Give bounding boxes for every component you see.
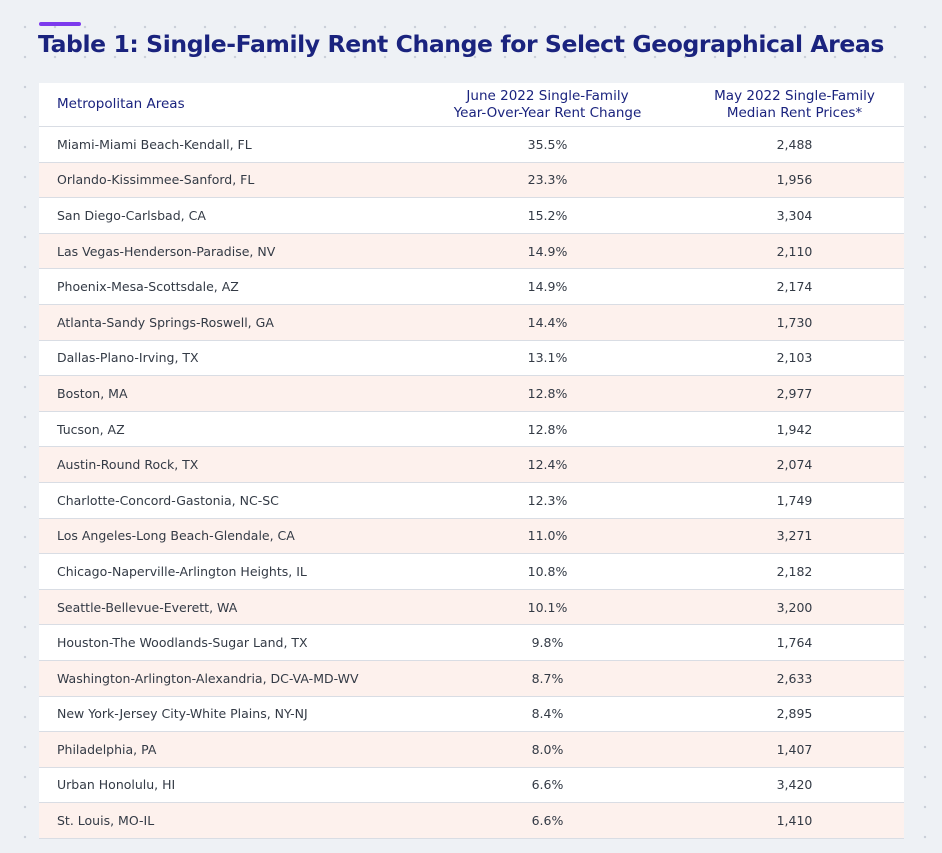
yoy-rent-change-cell: 8.7% bbox=[410, 660, 685, 697]
table-header: Metropolitan Areas June 2022 Single-Fami… bbox=[39, 83, 904, 127]
yoy-rent-change-cell: 8.4% bbox=[410, 696, 685, 733]
metro-area-cell: St. Louis, MO-IL bbox=[39, 802, 410, 839]
median-rent-cell: 2,074 bbox=[685, 446, 904, 483]
median-rent-cell: 1,764 bbox=[685, 624, 904, 661]
yoy-rent-change-cell: 23.3% bbox=[410, 162, 685, 199]
yoy-rent-change-cell: 14.4% bbox=[410, 304, 685, 341]
metro-area-cell: Los Angeles-Long Beach-Glendale, CA bbox=[39, 518, 410, 555]
median-rent-cell: 2,633 bbox=[685, 660, 904, 697]
table-row: Chicago-Naperville-Arlington Heights, IL… bbox=[39, 553, 904, 590]
metro-area-cell: Orlando-Kissimmee-Sanford, FL bbox=[39, 162, 410, 199]
yoy-rent-change-cell: 14.9% bbox=[410, 268, 685, 305]
table-row: Las Vegas-Henderson-Paradise, NV 14.9% 2,1… bbox=[39, 233, 904, 270]
table-row: Atlanta-Sandy Springs-Roswell, GA 14.4% 1,… bbox=[39, 304, 904, 341]
table-row: Houston-The Woodlands-Sugar Land, TX 9.8%… bbox=[39, 624, 904, 661]
rent-change-table: Metropolitan Areas June 2022 Single-Fami… bbox=[39, 83, 904, 839]
table-row: San Diego-Carlsbad, CA 15.2% 3,304 bbox=[39, 197, 904, 234]
yoy-rent-change-cell: 14.9% bbox=[410, 233, 685, 270]
table-body: Miami-Miami Beach-Kendall, FL 35.5% 2,488 O… bbox=[39, 126, 904, 839]
table-row: Austin-Round Rock, TX 12.4% 2,074 bbox=[39, 446, 904, 483]
table-row: Miami-Miami Beach-Kendall, FL 35.5% 2,488 bbox=[39, 126, 904, 163]
yoy-rent-change-cell: 12.8% bbox=[410, 375, 685, 412]
metro-area-cell: Austin-Round Rock, TX bbox=[39, 446, 410, 483]
median-rent-cell: 1,407 bbox=[685, 731, 904, 768]
table-row: Los Angeles-Long Beach-Glendale, CA 11.0%… bbox=[39, 518, 904, 555]
median-rent-cell: 2,110 bbox=[685, 233, 904, 270]
metro-area-cell: San Diego-Carlsbad, CA bbox=[39, 197, 410, 234]
metro-area-cell: Phoenix-Mesa-Scottsdale, AZ bbox=[39, 268, 410, 305]
median-rent-cell: 3,420 bbox=[685, 767, 904, 804]
yoy-rent-change-cell: 12.4% bbox=[410, 446, 685, 483]
page-title: Table 1: Single-Family Rent Change for S… bbox=[38, 30, 884, 58]
header-june-yoy-change: June 2022 Single-Family Year-Over-Year R… bbox=[410, 83, 685, 127]
table-row: Dallas-Plano-Irving, TX 13.1% 2,103 bbox=[39, 340, 904, 377]
yoy-rent-change-cell: 11.0% bbox=[410, 518, 685, 555]
metro-area-cell: Charlotte-Concord-Gastonia, NC-SC bbox=[39, 482, 410, 519]
header-may-median-rent: May 2022 Single-Family Median Rent Price… bbox=[685, 83, 904, 127]
median-rent-cell: 1,410 bbox=[685, 802, 904, 839]
median-rent-cell: 2,488 bbox=[685, 126, 904, 163]
metro-area-cell: Chicago-Naperville-Arlington Heights, IL bbox=[39, 553, 410, 590]
median-rent-cell: 1,942 bbox=[685, 411, 904, 448]
yoy-rent-change-cell: 13.1% bbox=[410, 340, 685, 377]
median-rent-cell: 1,749 bbox=[685, 482, 904, 519]
rent-table-card: Metropolitan Areas June 2022 Single-Fami… bbox=[39, 83, 904, 839]
metro-area-cell: Houston-The Woodlands-Sugar Land, TX bbox=[39, 624, 410, 661]
median-rent-cell: 2,895 bbox=[685, 696, 904, 733]
yoy-rent-change-cell: 6.6% bbox=[410, 767, 685, 804]
table-row: Charlotte-Concord-Gastonia, NC-SC 12.3% 1,… bbox=[39, 482, 904, 519]
median-rent-cell: 2,174 bbox=[685, 268, 904, 305]
yoy-rent-change-cell: 9.8% bbox=[410, 624, 685, 661]
table-row: Tucson, AZ 12.8% 1,942 bbox=[39, 411, 904, 448]
yoy-rent-change-cell: 8.0% bbox=[410, 731, 685, 768]
yoy-rent-change-cell: 10.8% bbox=[410, 553, 685, 590]
table-row: New York-Jersey City-White Plains, NY-NJ… bbox=[39, 696, 904, 733]
yoy-rent-change-cell: 35.5% bbox=[410, 126, 685, 163]
median-rent-cell: 3,304 bbox=[685, 197, 904, 234]
median-rent-cell: 2,103 bbox=[685, 340, 904, 377]
metro-area-cell: Washington-Arlington-Alexandria, DC-VA-M… bbox=[39, 660, 410, 697]
header-row: Metropolitan Areas June 2022 Single-Fami… bbox=[39, 83, 904, 127]
header-may-median-rent-line1: May 2022 Single-Family bbox=[714, 87, 875, 104]
table-row: Seattle-Bellevue-Everett, WA 10.1% 3,200 bbox=[39, 589, 904, 626]
yoy-rent-change-cell: 6.6% bbox=[410, 802, 685, 839]
title-accent-bar bbox=[39, 22, 81, 26]
metro-area-cell: Urban Honolulu, HI bbox=[39, 767, 410, 804]
table-row: Boston, MA 12.8% 2,977 bbox=[39, 375, 904, 412]
metro-area-cell: Las Vegas-Henderson-Paradise, NV bbox=[39, 233, 410, 270]
yoy-rent-change-cell: 10.1% bbox=[410, 589, 685, 626]
median-rent-cell: 1,956 bbox=[685, 162, 904, 199]
median-rent-cell: 3,200 bbox=[685, 589, 904, 626]
metro-area-cell: Seattle-Bellevue-Everett, WA bbox=[39, 589, 410, 626]
median-rent-cell: 2,182 bbox=[685, 553, 904, 590]
metro-area-cell: Atlanta-Sandy Springs-Roswell, GA bbox=[39, 304, 410, 341]
median-rent-cell: 1,730 bbox=[685, 304, 904, 341]
header-may-median-rent-line2: Median Rent Prices* bbox=[726, 104, 863, 121]
median-rent-cell: 2,977 bbox=[685, 375, 904, 412]
metro-area-cell: Boston, MA bbox=[39, 375, 410, 412]
metro-area-cell: New York-Jersey City-White Plains, NY-NJ bbox=[39, 696, 410, 733]
metro-area-cell: Tucson, AZ bbox=[39, 411, 410, 448]
header-metro-areas: Metropolitan Areas bbox=[39, 83, 410, 127]
table-row: Urban Honolulu, HI 6.6% 3,420 bbox=[39, 767, 904, 804]
header-june-yoy-change-line2: Year-Over-Year Rent Change bbox=[453, 104, 642, 121]
table-row: Philadelphia, PA 8.0% 1,407 bbox=[39, 731, 904, 768]
metro-area-cell: Dallas-Plano-Irving, TX bbox=[39, 340, 410, 377]
metro-area-cell: Philadelphia, PA bbox=[39, 731, 410, 768]
yoy-rent-change-cell: 15.2% bbox=[410, 197, 685, 234]
table-row: Phoenix-Mesa-Scottsdale, AZ 14.9% 2,174 bbox=[39, 268, 904, 305]
table-row: Orlando-Kissimmee-Sanford, FL 23.3% 1,956 bbox=[39, 162, 904, 199]
median-rent-cell: 3,271 bbox=[685, 518, 904, 555]
table-row: Washington-Arlington-Alexandria, DC-VA-M… bbox=[39, 660, 904, 697]
yoy-rent-change-cell: 12.8% bbox=[410, 411, 685, 448]
table-row: St. Louis, MO-IL 6.6% 1,410 bbox=[39, 802, 904, 839]
header-june-yoy-change-line1: June 2022 Single-Family bbox=[466, 87, 629, 104]
yoy-rent-change-cell: 12.3% bbox=[410, 482, 685, 519]
metro-area-cell: Miami-Miami Beach-Kendall, FL bbox=[39, 126, 410, 163]
